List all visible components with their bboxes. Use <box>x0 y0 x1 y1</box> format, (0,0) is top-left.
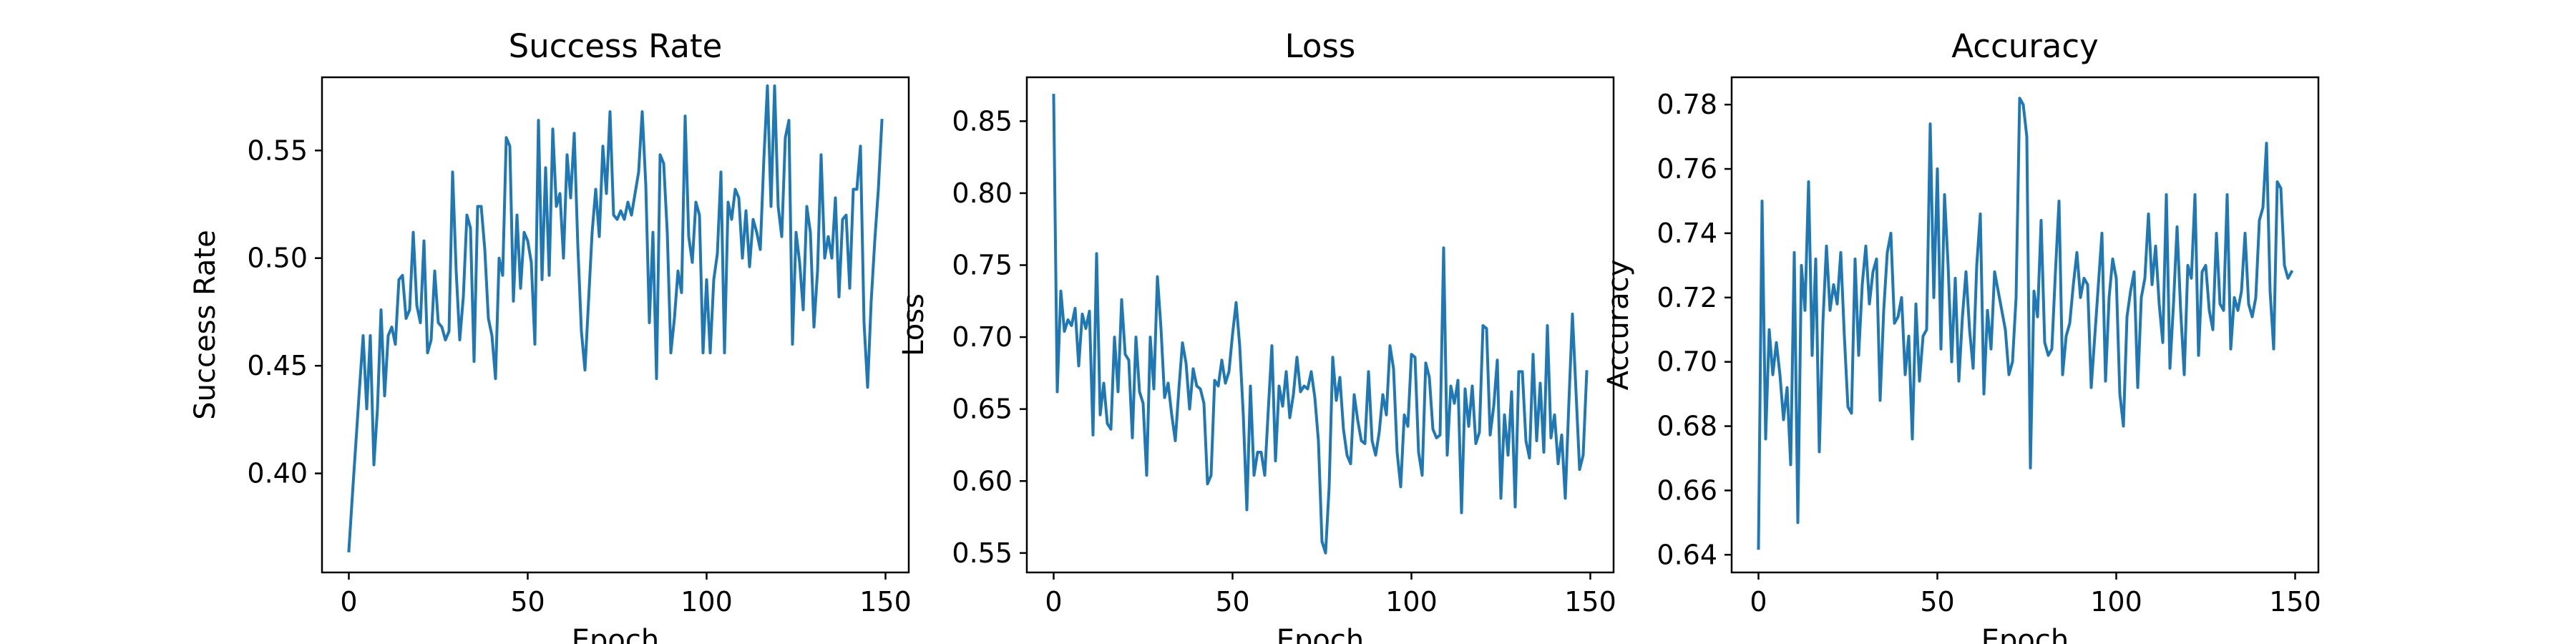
accuracy-y-tick-label: 0.78 <box>1657 89 1717 120</box>
success-rate-line <box>347 84 884 553</box>
success-rate-x-tick-label: 50 <box>510 586 545 618</box>
accuracy-y-axis-label: Accuracy <box>1602 260 1635 391</box>
accuracy-y-tick-label: 0.68 <box>1657 411 1717 442</box>
loss-title: Loss <box>1285 27 1356 65</box>
loss-x-tick-label: 0 <box>1045 586 1062 618</box>
accuracy-x-ticks: 0 50 100 150 <box>1750 572 2321 618</box>
loss-x-tick-label: 150 <box>1564 586 1616 618</box>
loss-y-tick-label: 0.85 <box>952 105 1013 137</box>
success-rate-y-axis-label: Success Rate <box>189 230 222 419</box>
success-rate-x-tick-label: 150 <box>859 586 912 618</box>
accuracy-subplot: Accuracy Accuracy Epoch 0 50 100 150 0.640.… <box>1602 27 2321 644</box>
success-rate-y-tick-label: 0.50 <box>247 243 308 274</box>
accuracy-y-ticks: 0.64 0.66 0.68 0.70 0.72 0.74 0.76 0.78 <box>1657 89 1732 570</box>
success-rate-y-ticks: 0.40 0.45 0.50 0.55 <box>247 135 322 489</box>
accuracy-x-axis-label: Epoch <box>1981 624 2069 644</box>
loss-x-ticks: 0 50 100 150 <box>1045 572 1616 618</box>
success-rate-y-tick-label: 0.55 <box>247 135 308 166</box>
accuracy-line <box>1757 97 2294 550</box>
accuracy-y-tick-label: 0.66 <box>1657 474 1717 506</box>
accuracy-y-tick-label: 0.76 <box>1657 153 1717 185</box>
accuracy-x-tick-label: 100 <box>2090 586 2142 618</box>
success-rate-x-tick-label: 0 <box>340 586 357 618</box>
loss-y-tick-label: 0.70 <box>952 321 1013 353</box>
loss-subplot: Loss Loss Epoch 0 50 100 150 0.550.600.650.… <box>897 27 1616 644</box>
loss-x-tick-label: 50 <box>1215 586 1249 618</box>
accuracy-x-tick-label: 0 <box>1750 586 1767 618</box>
loss-x-tick-label: 100 <box>1385 586 1438 618</box>
success-rate-y-tick-label: 0.40 <box>247 458 308 489</box>
loss-y-tick-label: 0.65 <box>952 394 1013 425</box>
success-rate-subplot: Success Rate Success Rate Epoch 0 50 100 15… <box>189 27 912 644</box>
loss-axes-frame <box>1025 76 1615 574</box>
accuracy-axes-frame <box>1730 76 2320 574</box>
accuracy-y-tick-label: 0.74 <box>1657 218 1717 249</box>
loss-y-axis-label: Loss <box>897 293 930 356</box>
success-rate-x-axis-label: Epoch <box>572 624 659 644</box>
accuracy-y-tick-label: 0.70 <box>1657 346 1717 378</box>
accuracy-title: Accuracy <box>1951 27 2098 65</box>
loss-x-axis-label: Epoch <box>1277 624 1364 644</box>
loss-line <box>1052 94 1589 555</box>
success-rate-x-tick-label: 100 <box>680 586 733 618</box>
loss-y-tick-label: 0.60 <box>952 465 1013 497</box>
accuracy-x-tick-label: 150 <box>2269 586 2321 618</box>
loss-y-ticks: 0.55 0.60 0.65 0.70 0.75 0.80 0.85 <box>952 105 1027 569</box>
loss-y-tick-label: 0.75 <box>952 250 1013 281</box>
success-rate-axes-frame <box>321 76 910 574</box>
accuracy-y-tick-label: 0.72 <box>1657 282 1717 313</box>
accuracy-x-tick-label: 50 <box>1920 586 1954 618</box>
success-rate-y-tick-label: 0.45 <box>247 350 308 381</box>
success-rate-x-ticks: 0 50 100 150 <box>340 572 912 618</box>
loss-y-tick-label: 0.55 <box>952 537 1013 569</box>
success-rate-title: Success Rate <box>509 27 723 65</box>
loss-y-tick-label: 0.80 <box>952 177 1013 209</box>
accuracy-y-tick-label: 0.64 <box>1657 539 1717 570</box>
